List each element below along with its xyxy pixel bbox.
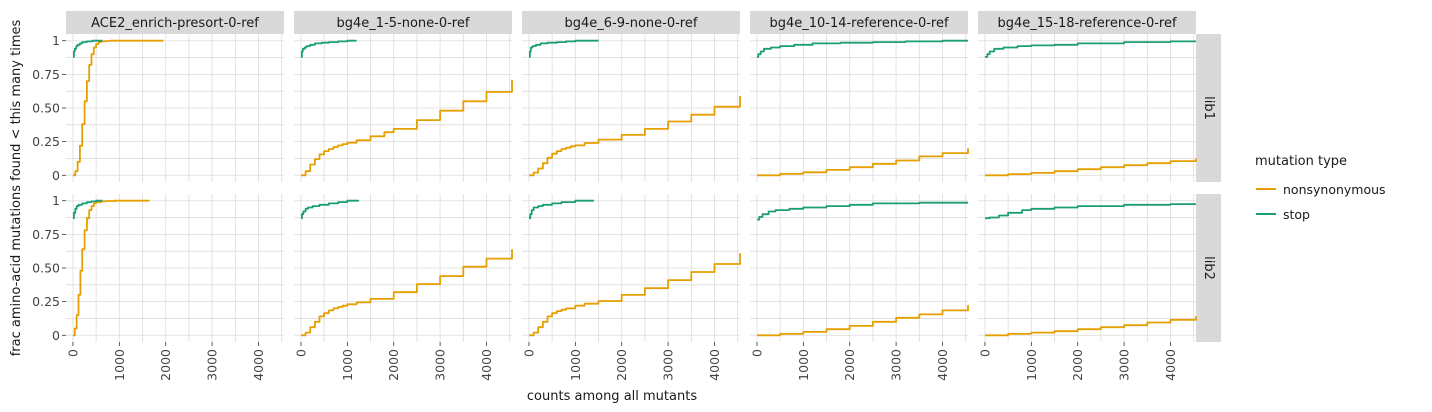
column-strip-label: bg4e_15-18-reference-0-ref [997, 16, 1177, 31]
x-axis-title: counts among all mutants [527, 389, 697, 404]
panels-layer: ACE2_enrich-presort-0-ref bg4e_1-5-none-0… [32, 11, 1221, 381]
facet-panel [978, 194, 1197, 342]
series-line-stop [529, 199, 594, 220]
series-line-stop [301, 199, 359, 220]
x-tick-label: 3000 [433, 349, 448, 381]
x-tick-label: 0 [977, 349, 992, 357]
column-strip [294, 11, 512, 34]
y-tick-label: 0.25 [32, 134, 60, 149]
x-tick-label: 1000 [568, 349, 583, 381]
x-tick-label: 4000 [935, 349, 950, 381]
series-line-stop [301, 39, 357, 58]
series-line-stop [757, 39, 968, 58]
x-tick-label: 2000 [614, 349, 629, 381]
x-tick-label: 0 [521, 349, 536, 357]
series-line-nonsynonymous [529, 253, 741, 337]
series-line-stop [73, 39, 103, 58]
x-tick-label: 2000 [842, 349, 857, 381]
series-line-stop [985, 203, 1196, 220]
x-tick-label: 1000 [796, 349, 811, 381]
series-line-nonsynonymous [73, 199, 150, 337]
x-tick-label: 2000 [1070, 349, 1085, 381]
facet-panel [294, 194, 513, 342]
facet-panel [66, 194, 284, 342]
series-line-nonsynonymous [985, 158, 1197, 177]
y-tick-label: 0.50 [32, 101, 60, 116]
row-strip-label: lib1 [1201, 96, 1216, 120]
row-strip-label: lib2 [1201, 256, 1216, 280]
column-strip [522, 11, 740, 34]
y-tick-label: 1 [52, 33, 60, 48]
x-tick-label: 2000 [158, 349, 173, 381]
series-line-nonsynonymous [301, 249, 513, 337]
y-tick-label: 1 [52, 193, 60, 208]
facet-panel [522, 34, 741, 182]
column-strip [750, 11, 968, 34]
y-tick-label: 0.75 [32, 227, 60, 242]
facet-panel [750, 194, 969, 342]
facet-panel [978, 34, 1197, 182]
column-strip-label: bg4e_6-9-none-0-ref [565, 16, 698, 31]
x-tick-label: 4000 [251, 349, 266, 381]
y-axis-title: frac amino-acid mutations found < this m… [9, 20, 24, 357]
facet-panel [522, 194, 741, 342]
series-line-stop [73, 199, 103, 220]
column-strip [978, 11, 1196, 34]
series-line-nonsynonymous [757, 305, 969, 337]
column-strip [66, 11, 284, 34]
column-strip-label: bg4e_10-14-reference-0-ref [769, 16, 949, 31]
x-tick-label: 2000 [386, 349, 401, 381]
legend-label-stop: stop [1283, 207, 1310, 222]
legend-title: mutation type [1255, 154, 1347, 169]
y-tick-label: 0 [52, 328, 60, 343]
legend: mutation type nonsynonymous stop [1255, 154, 1386, 222]
x-tick-label: 4000 [479, 349, 494, 381]
x-tick-label: 3000 [889, 349, 904, 381]
series-line-nonsynonymous [757, 148, 969, 177]
x-tick-label: 1000 [112, 349, 127, 381]
y-tick-label: 0 [52, 168, 60, 183]
legend-label-nonsynonymous: nonsynonymous [1283, 182, 1386, 197]
y-tick-label: 0.25 [32, 294, 60, 309]
series-line-nonsynonymous [73, 39, 164, 177]
x-tick-label: 4000 [707, 349, 722, 381]
series-line-stop [529, 39, 599, 58]
column-strip-label: bg4e_1-5-none-0-ref [337, 16, 470, 31]
x-tick-label: 4000 [1163, 349, 1178, 381]
facet-panel [294, 34, 513, 182]
x-tick-label: 0 [65, 349, 80, 357]
row-strip [1196, 194, 1221, 342]
x-tick-label: 0 [293, 349, 308, 357]
facet-panel [66, 34, 284, 182]
x-tick-label: 3000 [1117, 349, 1132, 381]
series-line-stop [757, 201, 968, 221]
facet-panel [750, 34, 969, 182]
series-line-nonsynonymous [301, 79, 513, 177]
column-strip-label: ACE2_enrich-presort-0-ref [91, 16, 259, 31]
x-tick-label: 3000 [661, 349, 676, 381]
series-line-nonsynonymous [985, 316, 1197, 337]
x-tick-label: 0 [749, 349, 764, 357]
x-tick-label: 1000 [1024, 349, 1039, 381]
x-tick-label: 3000 [205, 349, 220, 381]
x-tick-label: 1000 [340, 349, 355, 381]
y-tick-label: 0.50 [32, 261, 60, 276]
row-strip [1196, 34, 1221, 182]
y-tick-label: 0.75 [32, 67, 60, 82]
series-line-stop [985, 40, 1196, 58]
series-line-nonsynonymous [529, 95, 741, 177]
